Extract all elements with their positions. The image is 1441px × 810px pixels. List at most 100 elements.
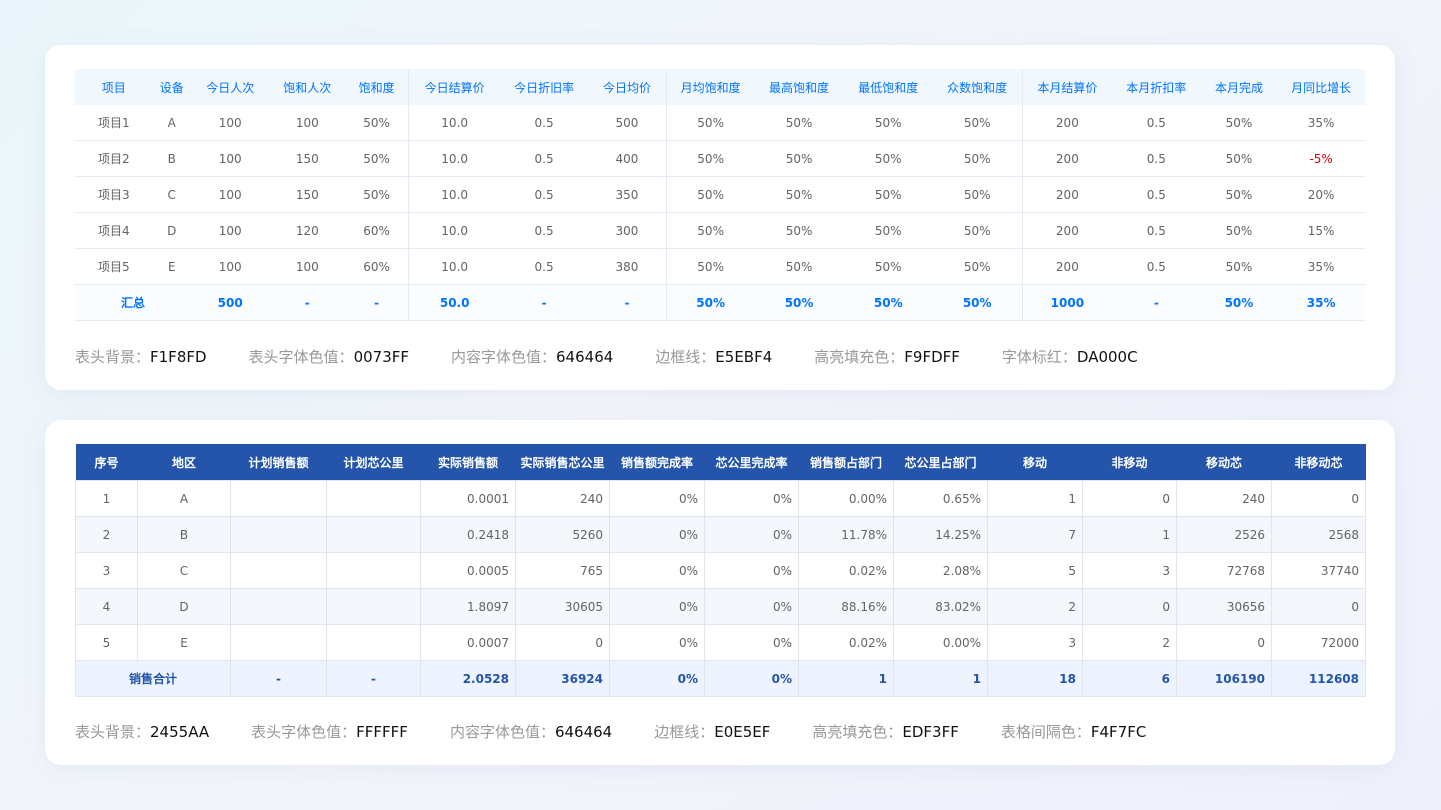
table-cell bbox=[230, 552, 327, 589]
table-row[interactable]: 项目1 A 100 100 50% 10.0 0.5 500 50% 50% 5… bbox=[75, 105, 1365, 141]
legend-item: 表头字体色值： FFFFFF bbox=[251, 721, 408, 742]
table-cell: 37740 bbox=[1271, 552, 1366, 589]
table-cell: 0.0005 bbox=[420, 552, 516, 589]
column-header[interactable]: 销售额完成率 bbox=[609, 444, 705, 481]
table-row[interactable]: 5 E 0.0007 0 0% 0% 0.02% 0.00% 3 2 0 720… bbox=[75, 624, 1366, 661]
legend-item: 边框线： E5EBF4 bbox=[655, 346, 772, 367]
legend-item: 表头背景： 2455AA bbox=[75, 721, 209, 742]
table-row[interactable]: 1 A 0.0001 240 0% 0% 0.00% 0.65% 1 0 240… bbox=[75, 480, 1366, 517]
table-cell: 50% bbox=[754, 176, 844, 213]
column-header[interactable]: 本月折扣率 bbox=[1111, 69, 1201, 105]
column-header[interactable]: 最高饱和度 bbox=[754, 69, 844, 105]
summary-row[interactable]: 销售合计 - - 2.0528 36924 0% 0% 1 1 18 6 106… bbox=[75, 660, 1366, 697]
column-header[interactable]: 计划销售额 bbox=[230, 444, 327, 481]
table-cell: D bbox=[137, 588, 231, 625]
summary-cell: 1 bbox=[798, 660, 894, 697]
column-header[interactable]: 芯公里占部门 bbox=[893, 444, 988, 481]
column-header[interactable]: 芯公里完成率 bbox=[704, 444, 799, 481]
table-cell: 0.5 bbox=[1111, 248, 1201, 285]
table-cell: 50% bbox=[1200, 176, 1278, 213]
column-header[interactable]: 饱和度 bbox=[345, 69, 410, 105]
column-header[interactable]: 销售额占部门 bbox=[798, 444, 894, 481]
column-header[interactable]: 本月结算价 bbox=[1022, 69, 1112, 105]
column-header[interactable]: 最低饱和度 bbox=[843, 69, 933, 105]
table-cell: 500 bbox=[587, 105, 668, 141]
legend-item: 高亮填充色： F9FDFF bbox=[814, 346, 960, 367]
legend-item: 内容字体色值： 646464 bbox=[450, 721, 612, 742]
column-header[interactable]: 实际销售额 bbox=[420, 444, 516, 481]
column-header[interactable]: 饱和人次 bbox=[269, 69, 346, 105]
table-row[interactable]: 项目4 D 100 120 60% 10.0 0.5 300 50% 50% 5… bbox=[75, 212, 1365, 249]
legend-item: 表头字体色值： 0073FF bbox=[249, 346, 409, 367]
table-cell: 2 bbox=[1082, 624, 1177, 661]
table-cell: 72768 bbox=[1176, 552, 1272, 589]
summary-cell: 112608 bbox=[1271, 660, 1366, 697]
table-cell: 88.16% bbox=[798, 588, 894, 625]
column-header[interactable]: 众数饱和度 bbox=[932, 69, 1023, 105]
table-cell: 7 bbox=[987, 516, 1083, 553]
column-header[interactable]: 月同比增长 bbox=[1277, 69, 1365, 105]
table-cell bbox=[326, 588, 421, 625]
column-header[interactable]: 今日人次 bbox=[190, 69, 270, 105]
column-header[interactable]: 本月完成 bbox=[1200, 69, 1278, 105]
legend-item: 边框线： E0E5EF bbox=[654, 721, 770, 742]
table-cell: 240 bbox=[515, 480, 610, 517]
legend-value: F1F8FD bbox=[150, 347, 207, 366]
table-row[interactable]: 项目5 E 100 100 60% 10.0 0.5 380 50% 50% 5… bbox=[75, 248, 1365, 285]
legend-item: 字体标红： DA000C bbox=[1002, 346, 1138, 367]
table-cell: 4 bbox=[75, 588, 138, 625]
table-cell: 150 bbox=[269, 140, 346, 177]
table-cell: 50% bbox=[932, 176, 1023, 213]
table-cell: 0.5 bbox=[500, 212, 588, 249]
table-cell: 0.0001 bbox=[420, 480, 516, 517]
summary-cell: 50% bbox=[843, 284, 933, 321]
legend-value: F9FDFF bbox=[904, 347, 960, 366]
column-header[interactable]: 地区 bbox=[137, 444, 231, 481]
table-cell: 0 bbox=[1176, 624, 1272, 661]
column-header[interactable]: 计划芯公里 bbox=[326, 444, 421, 481]
column-header[interactable]: 非移动芯 bbox=[1271, 444, 1366, 481]
table-cell: 50% bbox=[666, 212, 755, 249]
summary-cell: 50% bbox=[754, 284, 844, 321]
column-header[interactable]: 月均饱和度 bbox=[666, 69, 755, 105]
table-cell: 30605 bbox=[515, 588, 610, 625]
table-cell: 项目4 bbox=[75, 212, 153, 249]
table-cell: 0 bbox=[1271, 480, 1366, 517]
table-cell: 5260 bbox=[515, 516, 610, 553]
table-cell: 0.5 bbox=[500, 176, 588, 213]
column-header[interactable]: 移动芯 bbox=[1176, 444, 1272, 481]
column-header[interactable]: 实际销售芯公里 bbox=[515, 444, 610, 481]
table-cell: 0 bbox=[515, 624, 610, 661]
table-cell: 50% bbox=[932, 212, 1023, 249]
column-header[interactable]: 移动 bbox=[987, 444, 1083, 481]
table-row[interactable]: 4 D 1.8097 30605 0% 0% 88.16% 83.02% 2 0… bbox=[75, 588, 1366, 625]
table-cell: 200 bbox=[1022, 176, 1112, 213]
summary-row[interactable]: 汇总 500 - - 50.0 - - 50% 50% 50% 50% 1000… bbox=[75, 284, 1365, 321]
column-header[interactable]: 今日折旧率 bbox=[500, 69, 588, 105]
column-header[interactable]: 今日均价 bbox=[587, 69, 668, 105]
legend-value: EDF3FF bbox=[902, 722, 959, 741]
table-row[interactable]: 2 B 0.2418 5260 0% 0% 11.78% 14.25% 7 1 … bbox=[75, 516, 1366, 553]
table-cell: 0% bbox=[704, 588, 799, 625]
legend-label: 表头背景： bbox=[75, 348, 151, 366]
table-cell: 2568 bbox=[1271, 516, 1366, 553]
table-row[interactable]: 项目3 C 100 150 50% 10.0 0.5 350 50% 50% 5… bbox=[75, 176, 1365, 213]
table-cell: 1 bbox=[1082, 516, 1177, 553]
legend-item: 表格间隔色： F4F7FC bbox=[1001, 721, 1146, 742]
column-header[interactable]: 非移动 bbox=[1082, 444, 1177, 481]
table-row[interactable]: 3 C 0.0005 765 0% 0% 0.02% 2.08% 5 3 727… bbox=[75, 552, 1366, 589]
table-cell: 50% bbox=[754, 105, 844, 141]
table-row[interactable]: 项目2 B 100 150 50% 10.0 0.5 400 50% 50% 5… bbox=[75, 140, 1365, 177]
table-cell: 3 bbox=[1082, 552, 1177, 589]
legend-label: 内容字体色值： bbox=[449, 723, 555, 741]
legend-label: 字体标红： bbox=[1001, 348, 1077, 366]
table-cell: 0.5 bbox=[1111, 105, 1201, 141]
column-header[interactable]: 今日结算价 bbox=[408, 69, 501, 105]
table-cell: 10.0 bbox=[408, 105, 501, 141]
table-cell: 50% bbox=[843, 248, 933, 285]
summary-cell: - bbox=[500, 284, 588, 321]
table-cell: 50% bbox=[932, 140, 1023, 177]
column-header[interactable]: 序号 bbox=[75, 444, 138, 481]
column-header[interactable]: 项目 bbox=[75, 69, 153, 105]
column-header[interactable]: 设备 bbox=[152, 69, 191, 105]
